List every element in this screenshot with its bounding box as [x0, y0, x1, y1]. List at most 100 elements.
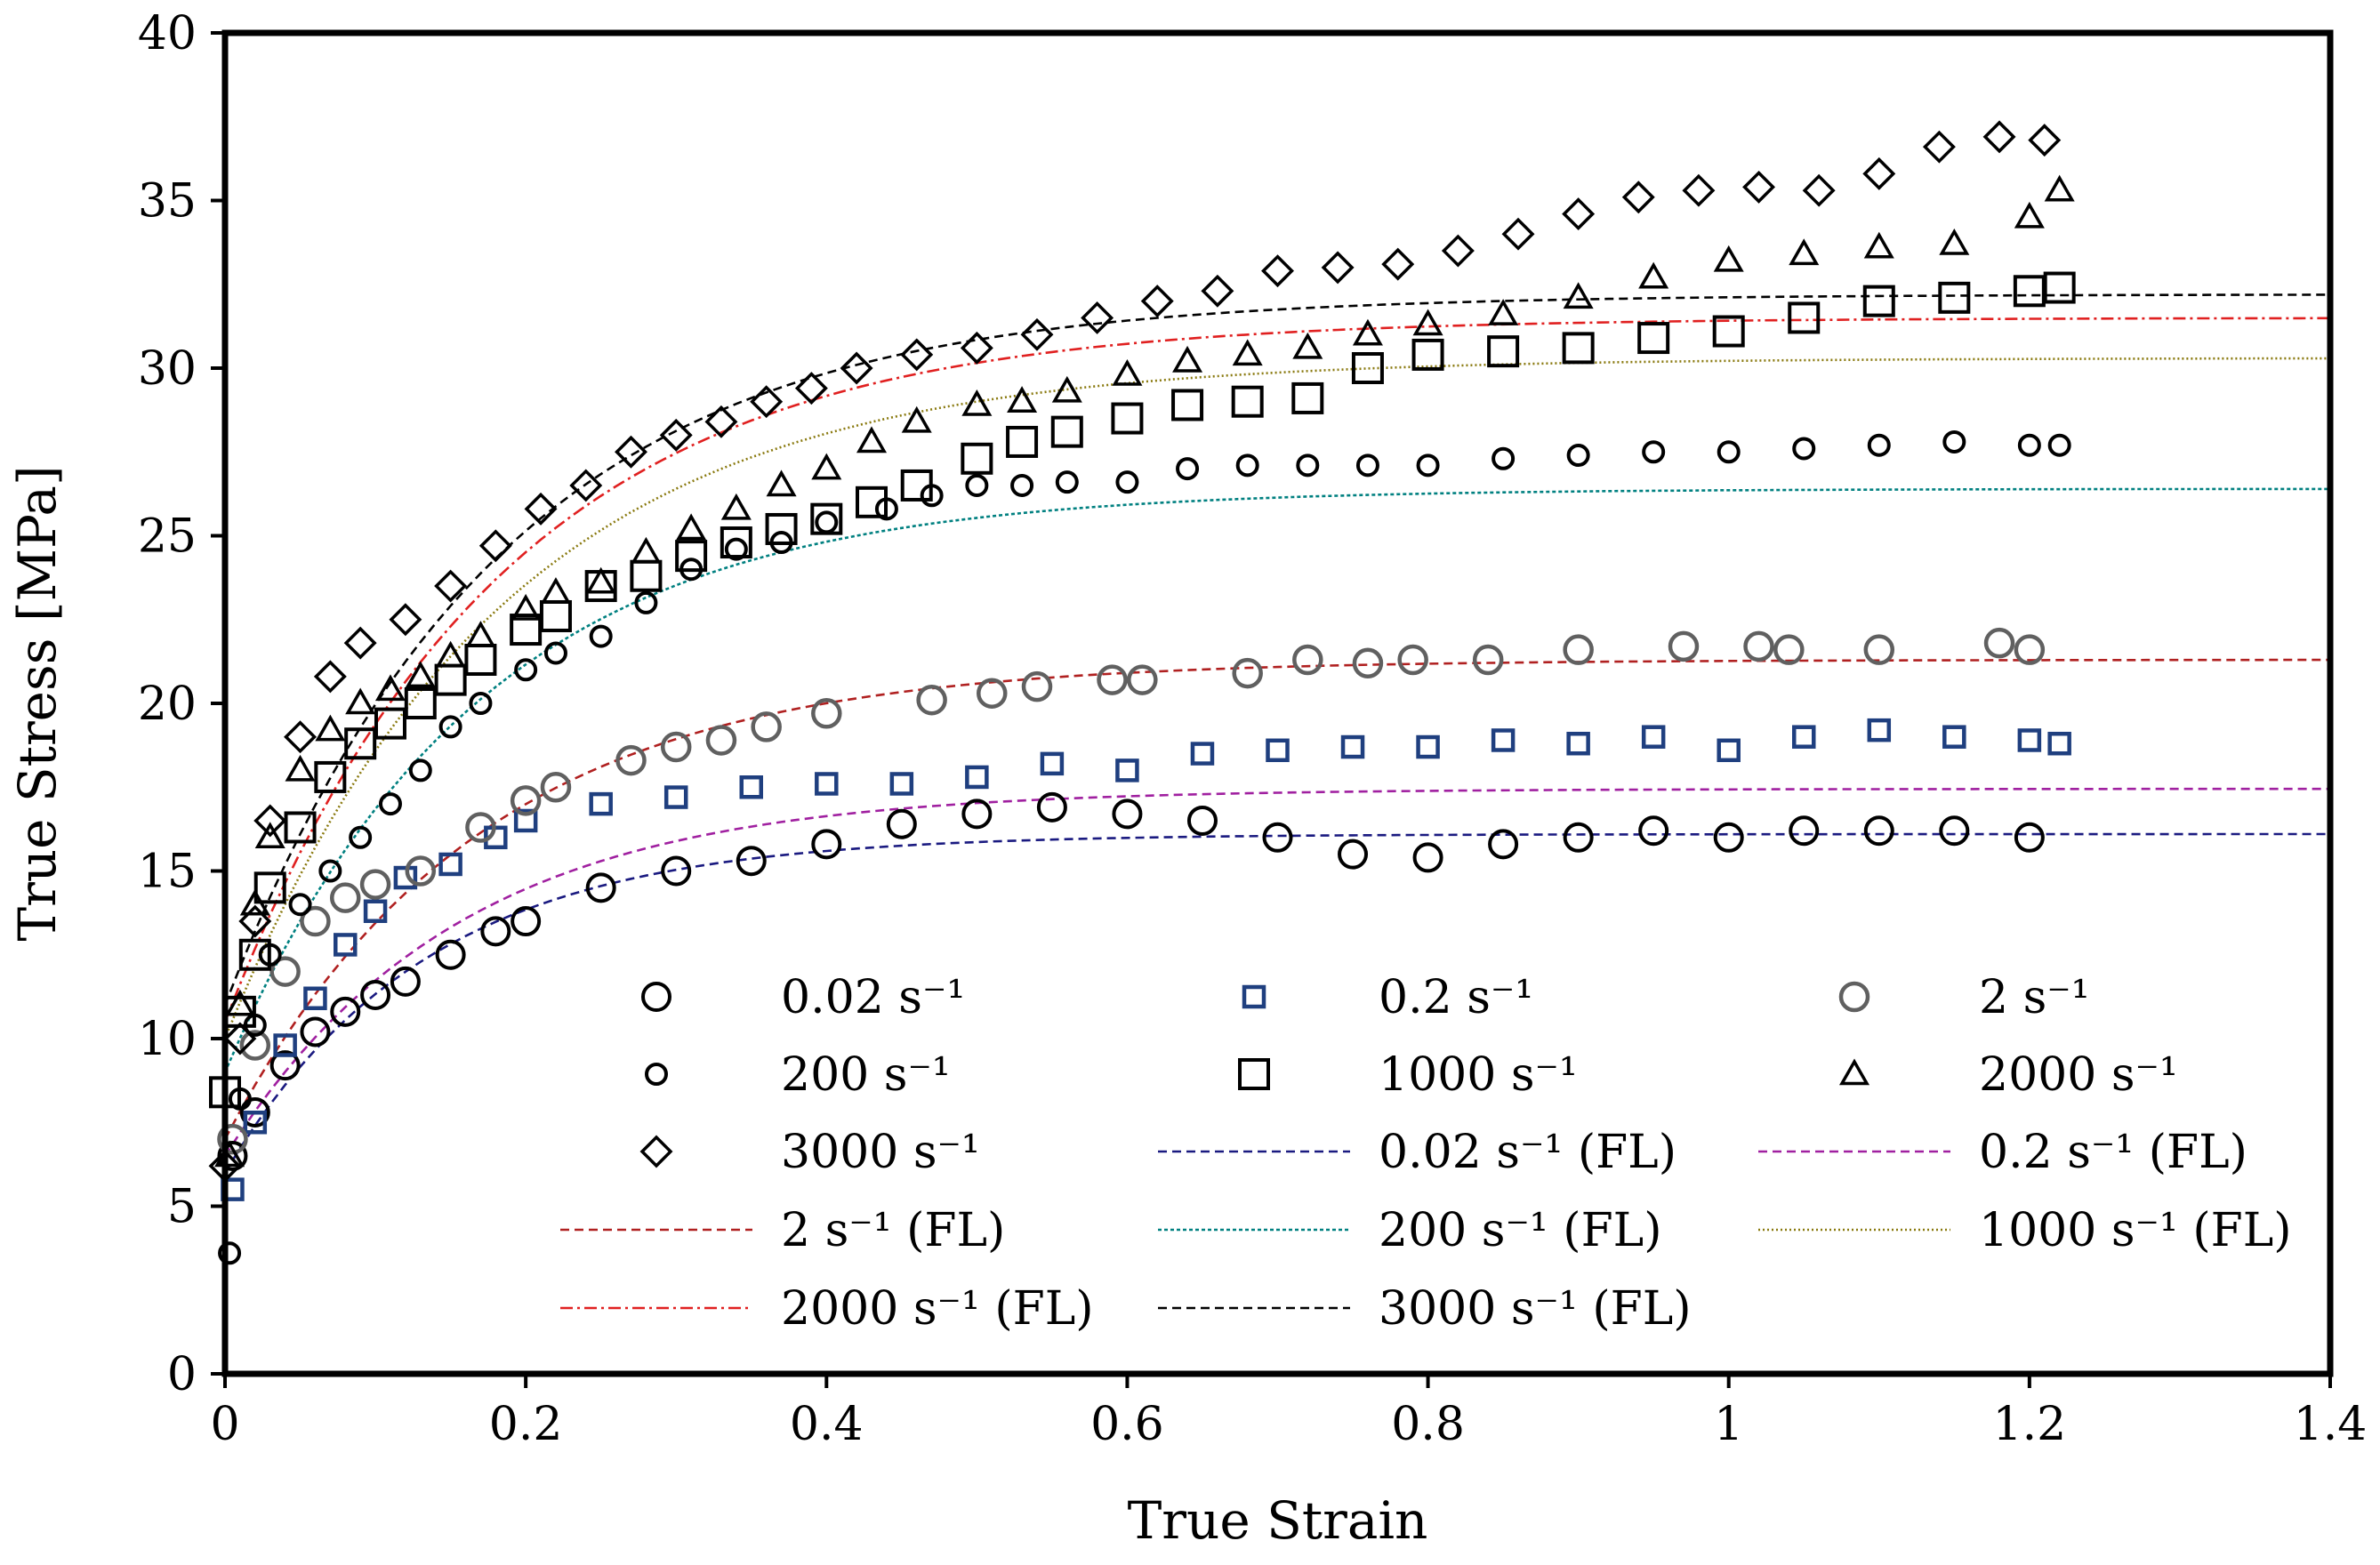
data-point	[254, 822, 285, 849]
data-point	[585, 566, 616, 594]
legend-symbol	[1838, 1058, 1870, 1086]
data-point	[585, 872, 616, 903]
data-point	[1792, 725, 1816, 749]
data-point	[284, 720, 318, 754]
x-tick-label: 0.4	[790, 1398, 864, 1451]
data-point	[315, 714, 346, 742]
data-point	[1922, 130, 1956, 164]
data-point	[2047, 731, 2071, 756]
data-point	[363, 899, 388, 923]
data-point	[314, 760, 347, 793]
data-point	[1231, 385, 1264, 418]
data-point	[1713, 822, 1744, 853]
data-point	[438, 852, 462, 877]
legend-item: 1000 s⁻¹	[1238, 1048, 1578, 1102]
legend-label: 3000 s⁻¹ (FL)	[1379, 1282, 1692, 1336]
data-point	[511, 593, 542, 621]
data-point	[840, 351, 873, 385]
data-point	[1055, 470, 1079, 494]
data-point	[810, 502, 843, 535]
data-point	[960, 331, 993, 365]
data-point	[1352, 318, 1383, 346]
data-point	[435, 939, 466, 970]
data-point	[243, 1111, 268, 1135]
data-point	[1111, 402, 1144, 435]
data-point	[360, 979, 391, 1010]
data-point	[766, 470, 797, 497]
legend-label: 200 s⁻¹	[781, 1048, 951, 1102]
data-point	[965, 473, 989, 497]
legend-label: 1000 s⁻¹	[1379, 1048, 1578, 1102]
x-tick-label: 0.6	[1090, 1398, 1164, 1451]
data-point	[514, 658, 538, 682]
x-tick-label: 0	[210, 1398, 239, 1451]
data-point	[300, 905, 331, 937]
data-point	[303, 986, 327, 1011]
data-point	[343, 626, 377, 660]
data-point	[2014, 634, 2046, 665]
data-point	[1021, 670, 1053, 702]
legend-item: 2000 s⁻¹	[1838, 1048, 2178, 1102]
data-point	[1867, 433, 1891, 457]
y-axis-ticks: 0 5 10 15 20 25 30 35 40	[138, 7, 225, 1401]
data-point	[2014, 822, 2045, 853]
data-point	[1097, 664, 1128, 695]
legend-item: 0.02 s⁻¹	[641, 971, 965, 1024]
data-point	[794, 372, 828, 405]
data-point	[285, 754, 316, 782]
data-point	[434, 569, 468, 603]
data-point	[1501, 217, 1535, 251]
data-point	[720, 493, 752, 520]
y-tick-label: 10	[138, 1013, 197, 1066]
data-point	[239, 1030, 271, 1061]
data-point	[589, 791, 613, 816]
data-point	[739, 775, 763, 799]
data-point	[469, 692, 493, 715]
legend-item: 3000 s⁻¹ (FL)	[1158, 1282, 1692, 1336]
data-point	[1127, 664, 1158, 695]
data-point	[1235, 453, 1259, 478]
legend-symbol	[1238, 1058, 1270, 1090]
data-point	[510, 785, 542, 816]
data-point	[1743, 630, 1774, 662]
data-point	[239, 888, 270, 916]
legend-symbol	[641, 982, 671, 1012]
data-point	[1172, 345, 1203, 373]
data-point	[631, 536, 662, 564]
data-point	[1416, 453, 1440, 478]
legend-item: 0.02 s⁻¹ (FL)	[1158, 1126, 1676, 1179]
data-point	[750, 385, 784, 419]
data-point	[1140, 285, 1174, 318]
x-tick-label: 1.4	[2294, 1398, 2368, 1451]
data-point	[1566, 444, 1590, 468]
legend-label: 2 s⁻¹	[1979, 971, 2090, 1024]
y-tick-label: 25	[138, 510, 197, 564]
data-point	[1712, 315, 1745, 348]
data-point	[1112, 799, 1143, 830]
data-point	[300, 1016, 331, 1047]
data-point	[965, 765, 989, 790]
data-point	[2017, 728, 2042, 752]
data-point	[374, 674, 406, 702]
data-point	[1051, 375, 1082, 403]
data-point	[273, 1033, 297, 1057]
data-point	[393, 865, 418, 890]
data-point	[900, 338, 934, 372]
data-point	[313, 660, 347, 694]
data-point	[1682, 173, 1716, 207]
data-point	[811, 698, 842, 729]
data-point	[1007, 386, 1038, 413]
data-point	[2017, 433, 2041, 457]
data-point	[961, 799, 993, 830]
data-point	[1802, 173, 1836, 207]
data-point	[676, 513, 707, 541]
data-point	[1491, 728, 1516, 752]
data-point	[2013, 275, 2046, 308]
data-point	[1862, 285, 1895, 317]
data-point	[513, 808, 538, 833]
legend-item: 2 s⁻¹ (FL)	[560, 1204, 1005, 1257]
data-point	[675, 540, 708, 573]
data-point	[1397, 644, 1428, 676]
legend-label: 0.02 s⁻¹ (FL)	[1379, 1126, 1676, 1179]
